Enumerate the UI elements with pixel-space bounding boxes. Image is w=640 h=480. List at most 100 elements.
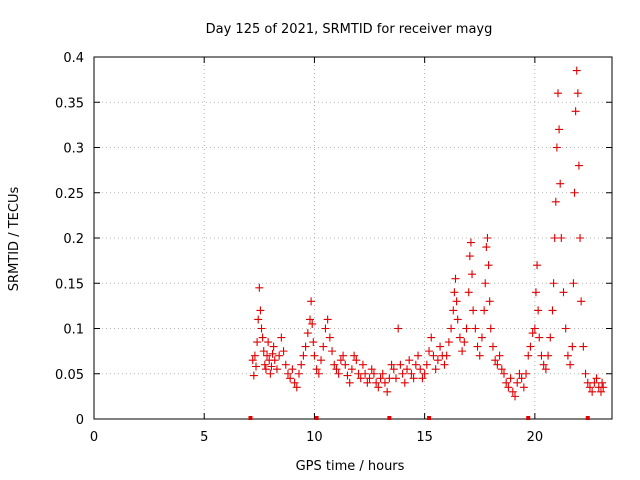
data-point — [341, 360, 350, 369]
data-point — [352, 356, 361, 365]
data-point — [414, 351, 423, 360]
data-point — [482, 243, 491, 252]
zero-marker — [387, 416, 392, 420]
data-point — [572, 66, 581, 75]
data-point — [570, 188, 579, 197]
data-point — [561, 324, 570, 333]
data-point — [254, 315, 263, 324]
data-point — [255, 283, 264, 292]
data-point — [429, 351, 438, 360]
data-point — [535, 333, 544, 342]
data-point — [272, 365, 281, 374]
data-point — [317, 356, 326, 365]
data-point — [310, 351, 319, 360]
data-point — [599, 383, 608, 392]
data-point — [347, 365, 356, 374]
data-point — [442, 351, 451, 360]
data-point — [308, 319, 317, 328]
y-tick-label: 0.4 — [63, 51, 84, 66]
data-point — [493, 360, 502, 369]
data-point — [551, 197, 560, 206]
x-tick-label: 10 — [306, 430, 323, 445]
data-point — [553, 89, 562, 98]
data-point — [440, 360, 449, 369]
data-point — [356, 374, 365, 383]
data-point — [522, 369, 531, 378]
data-point — [294, 369, 303, 378]
data-point — [376, 374, 385, 383]
y-tick-label: 0 — [76, 413, 84, 428]
data-point — [332, 365, 341, 374]
x-tick-label: 15 — [416, 430, 433, 445]
data-point — [253, 338, 262, 347]
grid — [94, 57, 612, 419]
data-point — [590, 378, 599, 387]
data-point — [484, 261, 493, 270]
data-point — [420, 369, 429, 378]
data-point — [372, 378, 381, 387]
data-point — [425, 347, 434, 356]
data-point — [511, 392, 520, 401]
data-point — [506, 374, 515, 383]
data-point — [369, 369, 378, 378]
data-point — [405, 356, 414, 365]
data-point — [416, 365, 425, 374]
data-point — [358, 360, 367, 369]
data-point — [579, 342, 588, 351]
data-point — [475, 351, 484, 360]
data-point — [264, 338, 273, 347]
data-point — [409, 374, 418, 383]
data-point — [361, 369, 370, 378]
data-point — [451, 274, 460, 283]
data-point — [556, 179, 565, 188]
data-point — [574, 161, 583, 170]
data-point — [552, 143, 561, 152]
data-point — [530, 324, 539, 333]
zero-marker — [585, 416, 590, 420]
x-tick-label: 5 — [200, 430, 208, 445]
data-point — [301, 342, 310, 351]
data-point — [549, 279, 558, 288]
y-tick-label: 0.15 — [55, 277, 84, 292]
data-point — [531, 288, 540, 297]
data-point — [259, 347, 268, 356]
data-point — [526, 342, 535, 351]
data-point — [309, 338, 318, 347]
data-point — [407, 369, 416, 378]
y-tick-label: 0.25 — [55, 187, 84, 202]
data-point — [387, 360, 396, 369]
data-point — [297, 360, 306, 369]
data-point — [383, 387, 392, 396]
data-point — [544, 351, 553, 360]
data-point — [460, 338, 469, 347]
data-point — [275, 351, 284, 360]
y-tick-label: 0.2 — [63, 232, 84, 247]
data-point — [367, 365, 376, 374]
data-point — [598, 378, 607, 387]
data-point — [488, 342, 497, 351]
data-point — [394, 324, 403, 333]
data-point — [286, 374, 295, 383]
data-point — [573, 89, 582, 98]
data-point — [491, 356, 500, 365]
data-point — [248, 356, 257, 365]
data-point — [452, 297, 461, 306]
data-point — [306, 315, 315, 324]
data-point — [323, 315, 332, 324]
data-point — [546, 333, 555, 342]
data-point — [517, 374, 526, 383]
data-point — [307, 297, 316, 306]
data-point — [568, 342, 577, 351]
data-point — [588, 387, 597, 396]
data-point — [485, 297, 494, 306]
data-point — [447, 324, 456, 333]
data-point — [592, 374, 601, 383]
y-tick-label: 0.35 — [55, 96, 84, 111]
data-point — [279, 347, 288, 356]
data-point — [471, 324, 480, 333]
zero-marker — [248, 416, 253, 420]
data-point — [462, 324, 471, 333]
data-point — [290, 378, 299, 387]
data-point — [569, 279, 578, 288]
data-point — [345, 378, 354, 387]
